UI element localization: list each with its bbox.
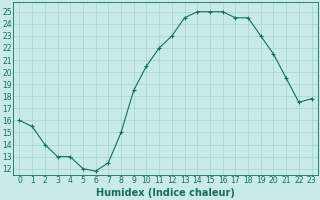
X-axis label: Humidex (Indice chaleur): Humidex (Indice chaleur) (96, 188, 235, 198)
